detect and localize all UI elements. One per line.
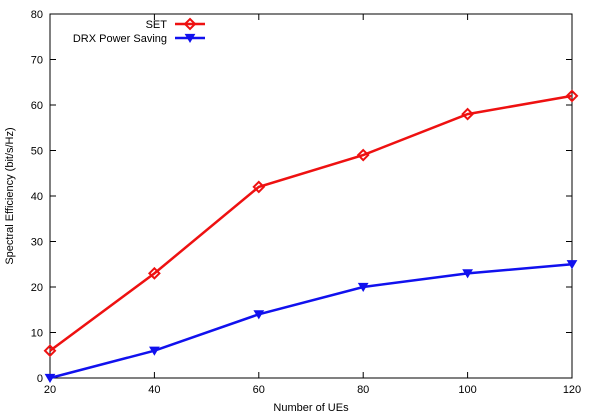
x-tick-label: 100 [458,384,476,396]
y-tick-label: 30 [31,237,43,249]
y-tick-label: 80 [31,9,43,21]
x-axis: 20 40 60 80 100 120 [44,14,581,396]
data-point [461,107,475,121]
y-axis: 0 10 20 30 40 50 60 70 80 [31,9,572,385]
data-point [356,148,370,162]
data-point [149,346,160,356]
legend: SET DRX Power Saving [73,17,205,45]
y-tick-label: 40 [31,191,43,203]
data-point [147,266,161,280]
series-line [49,263,573,380]
x-tick-label: 60 [253,384,265,396]
legend-swatch-marker [184,33,196,44]
data-point [357,282,369,293]
data-point [253,310,265,320]
x-tick-label: 80 [357,384,369,396]
x-tick-label: 40 [148,384,160,396]
data-point [44,373,56,384]
series-line [49,94,573,352]
plot-frame [49,13,573,379]
y-tick-label: 60 [31,100,43,112]
data-point [462,269,473,279]
legend-swatch-marker [183,17,197,31]
data-point [566,260,578,270]
legend-label: DRX Power Saving [73,33,167,45]
series-set [43,89,579,358]
y-tick-label: 70 [31,55,43,67]
legend-label: SET [146,19,168,31]
y-axis-label: Spectral Efficiency (bit/s/Hz) [4,127,16,264]
data-point [252,180,266,194]
y-tick-label: 50 [31,146,43,158]
x-axis-label: Number of UEs [273,402,349,414]
data-point [43,344,57,358]
data-point [565,89,579,103]
x-tick-label: 120 [563,384,581,396]
x-tick-label: 20 [44,384,56,396]
y-tick-label: 0 [37,373,43,385]
series-drx-power-saving [44,260,578,384]
y-tick-label: 20 [31,282,43,294]
y-tick-label: 10 [31,328,43,340]
series-layer [43,89,579,384]
